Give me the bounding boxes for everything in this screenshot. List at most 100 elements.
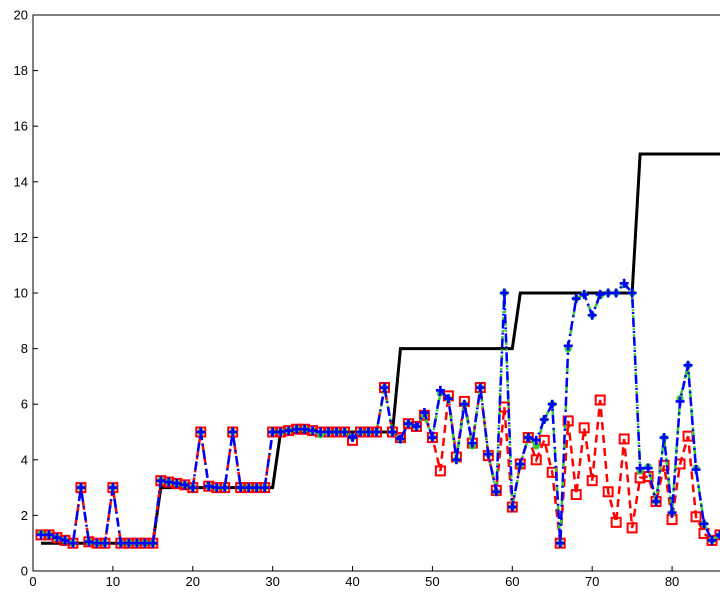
data-point-plus [483, 449, 493, 459]
y-tick-label: 12 [14, 230, 28, 245]
data-point-plus [635, 463, 645, 473]
data-point-square [578, 422, 590, 434]
data-point-plus [467, 438, 477, 448]
data-point-plus [691, 465, 701, 475]
data-point-plus [76, 483, 86, 493]
data-point-plus [523, 433, 533, 443]
y-tick-label: 0 [21, 564, 28, 579]
y-tick-label: 6 [21, 397, 28, 412]
data-point-square [602, 486, 614, 498]
y-tick-label: 18 [14, 63, 28, 78]
data-point-square [586, 475, 598, 487]
data-point-plus [300, 424, 310, 434]
data-point-plus [316, 427, 326, 437]
data-point-plus [108, 483, 118, 493]
data-point-plus [699, 519, 709, 529]
data-point-plus [539, 414, 549, 424]
data-point-plus [475, 383, 485, 393]
data-point-plus [563, 341, 573, 351]
data-point-plus [60, 535, 70, 545]
data-point-plus [92, 538, 102, 548]
data-point-plus [372, 427, 381, 437]
series-2 [35, 382, 720, 549]
data-point-plus [603, 288, 613, 298]
data-point-plus [643, 463, 653, 473]
data-point-plus [403, 419, 413, 429]
data-point-plus [715, 530, 720, 540]
data-point-plus [180, 480, 190, 490]
x-tick-label: 40 [345, 574, 359, 589]
data-point-square [618, 433, 630, 445]
data-point-square [434, 465, 446, 477]
data-point-plus [443, 394, 453, 404]
data-point-plus [627, 288, 637, 298]
data-point-plus [220, 483, 230, 493]
data-point-square [562, 415, 574, 427]
data-point-plus [419, 408, 429, 418]
data-point-plus [667, 508, 677, 518]
data-point-plus [212, 483, 222, 493]
data-point-plus [387, 427, 397, 437]
data-point-plus [675, 396, 685, 406]
y-tick-label: 4 [21, 452, 28, 467]
data-point-plus [451, 455, 461, 465]
data-point-plus [148, 538, 158, 548]
x-tick-label: 30 [265, 574, 279, 589]
data-point-plus [308, 426, 318, 436]
data-point-plus [132, 538, 142, 548]
data-point-plus [340, 427, 350, 437]
data-point-plus [116, 538, 126, 548]
data-point-plus [379, 383, 389, 393]
data-point-plus [292, 424, 302, 434]
data-point-plus [499, 288, 509, 298]
data-point-plus [395, 434, 405, 444]
data-point-plus [507, 502, 517, 512]
x-tick-label: 0 [29, 574, 36, 589]
series-line [40, 387, 720, 545]
series-line [40, 152, 720, 545]
data-point-plus [332, 427, 342, 437]
data-point-plus [595, 289, 605, 299]
data-point-plus [619, 278, 629, 288]
data-point-plus [68, 538, 78, 548]
data-point-plus [260, 483, 270, 493]
data-point-plus [124, 538, 134, 548]
data-point-plus [172, 478, 182, 488]
data-point-plus [244, 483, 254, 493]
data-point-plus [156, 476, 166, 486]
data-point-plus [348, 433, 358, 443]
data-point-plus [427, 433, 437, 443]
data-point-plus [236, 483, 246, 493]
x-tick-label: 50 [425, 574, 439, 589]
data-point-plus [196, 427, 206, 437]
x-tick-label: 70 [585, 574, 599, 589]
data-point-plus [611, 288, 621, 298]
data-point-plus [52, 533, 62, 543]
data-point-plus [491, 487, 501, 497]
data-point-square [610, 516, 622, 528]
data-point-plus [252, 483, 262, 493]
y-tick-label: 14 [14, 174, 28, 189]
data-point-plus [683, 360, 693, 370]
data-point-plus [268, 427, 278, 437]
data-point-plus [579, 289, 589, 299]
data-point-circle [532, 442, 540, 450]
data-point-square [690, 511, 702, 523]
series-group [35, 152, 720, 549]
data-point-plus [276, 427, 286, 437]
data-point-plus [459, 399, 469, 409]
series-4 [36, 278, 720, 548]
data-point-plus [587, 310, 597, 320]
data-point-plus [164, 477, 174, 487]
data-point-plus [515, 459, 525, 469]
data-point-plus [356, 427, 366, 437]
y-tick-label: 20 [14, 8, 28, 23]
data-point-plus [659, 433, 669, 443]
series-1 [40, 152, 720, 545]
data-point-plus [100, 538, 110, 548]
x-tick-label: 20 [186, 574, 200, 589]
series-line [40, 281, 720, 545]
data-point-square [626, 522, 638, 534]
data-point-square [570, 489, 582, 501]
